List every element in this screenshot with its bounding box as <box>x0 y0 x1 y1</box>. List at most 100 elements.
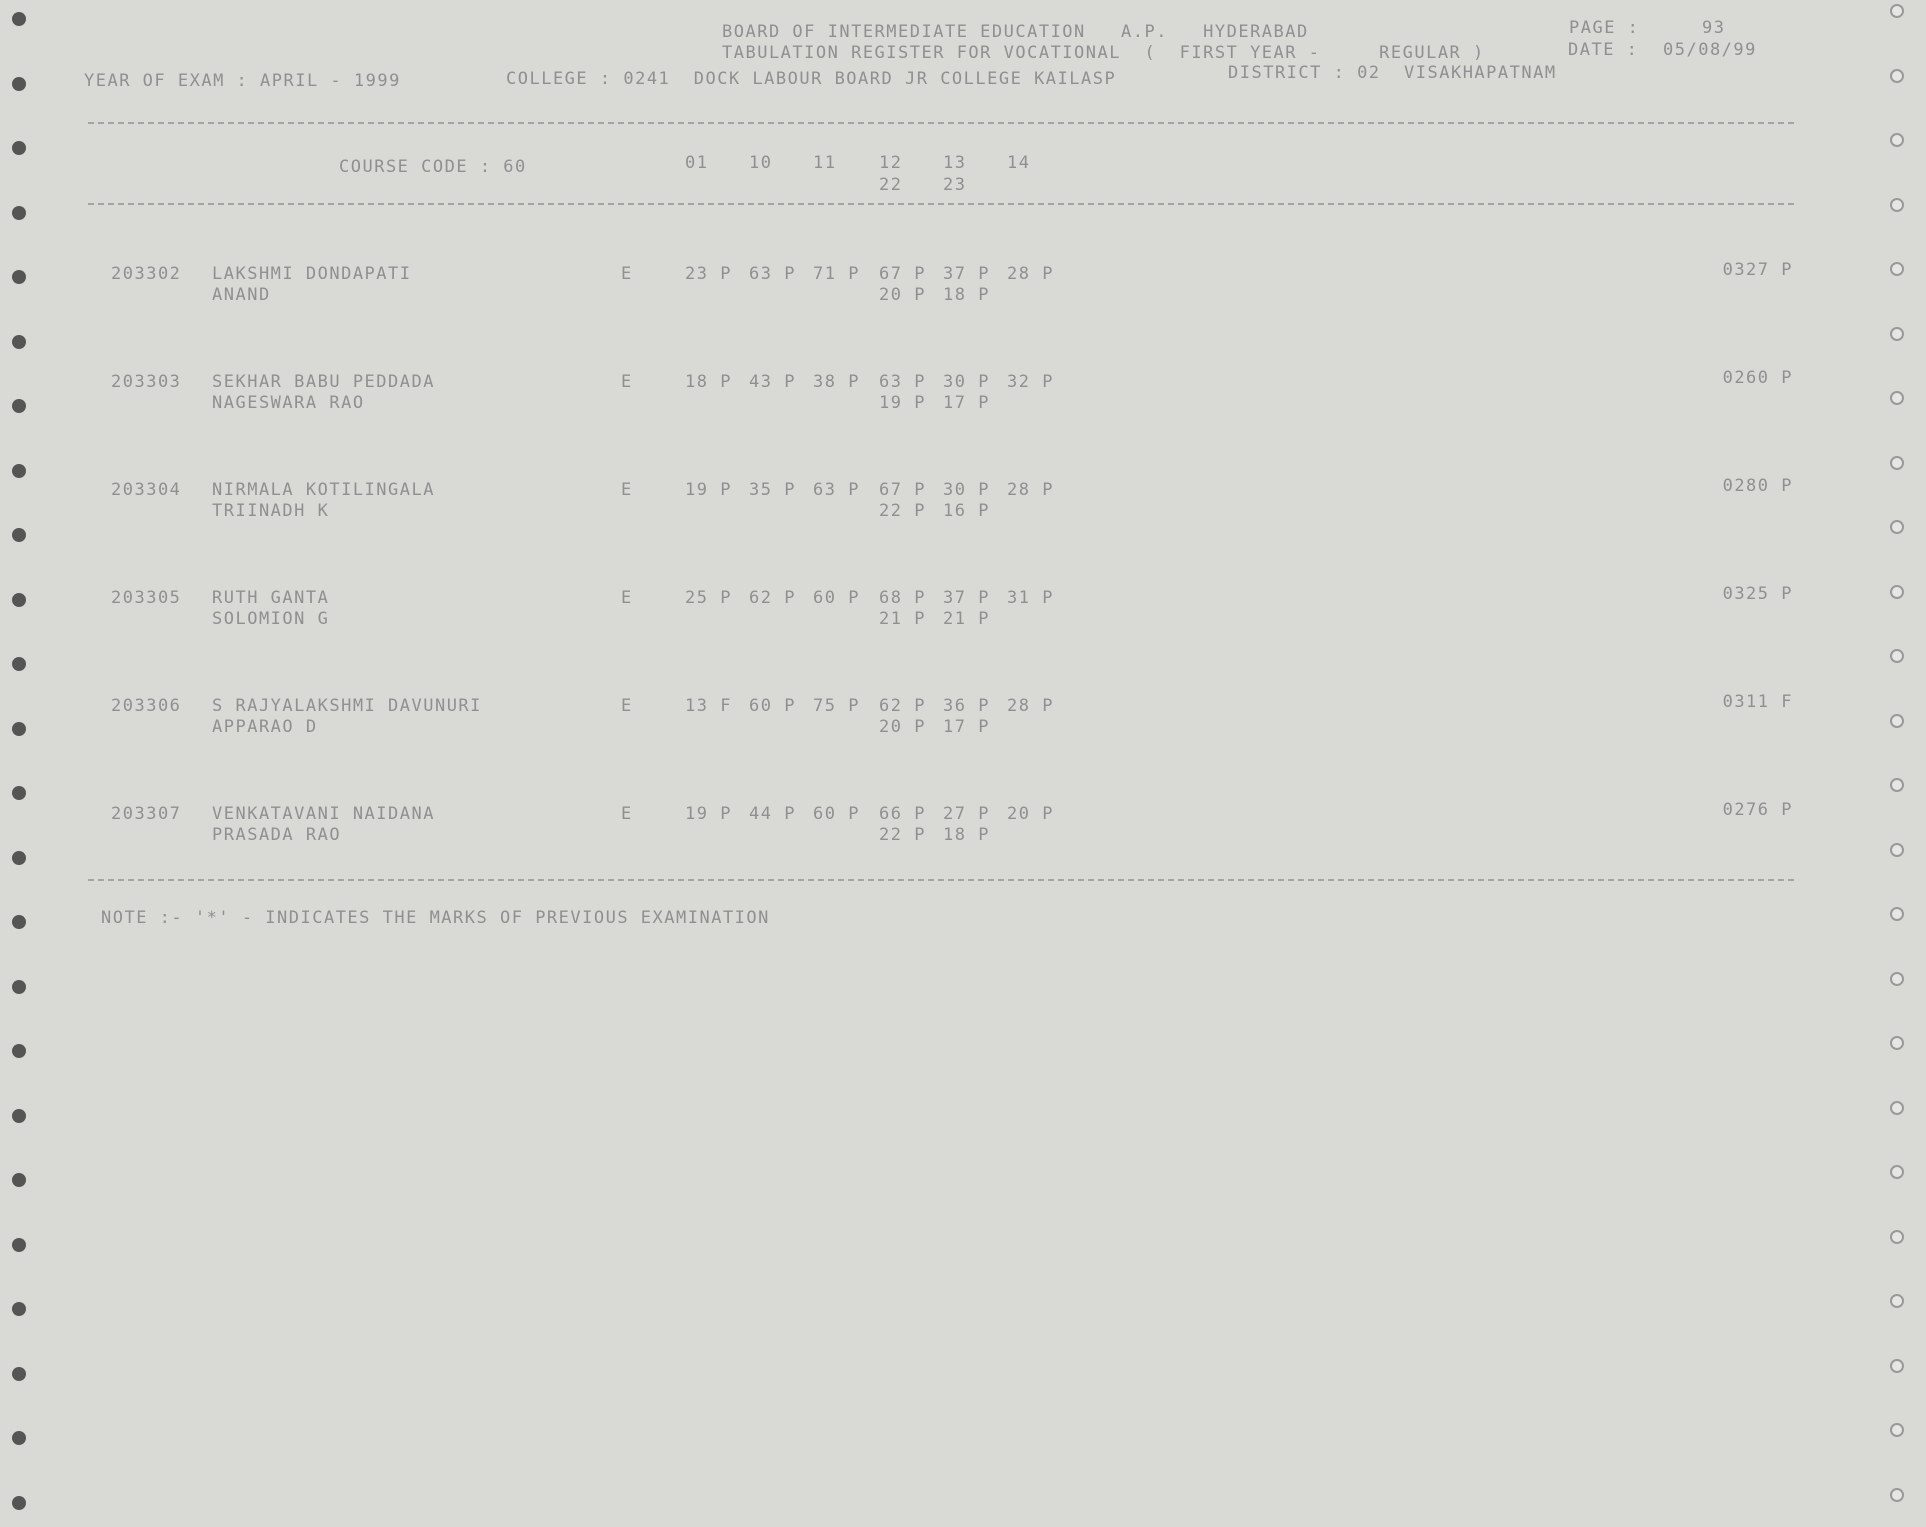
name: APPARAO D <box>212 717 318 737</box>
marks: 19 P <box>685 480 732 500</box>
sprocket-hole <box>12 1495 26 1510</box>
sprocket-hole <box>12 463 26 478</box>
name: NAGESWARA RAO <box>212 393 365 413</box>
sprocket-hole <box>12 657 26 671</box>
sprocket-hole <box>1890 649 1904 663</box>
separator <box>88 203 1794 205</box>
sprocket-hole <box>1890 1294 1904 1308</box>
sprocket-hole <box>12 721 26 736</box>
total: 0260 P <box>1722 368 1793 388</box>
sprocket-hole <box>1890 1100 1904 1115</box>
sprocket-hole <box>1890 520 1904 534</box>
marks: 16 P <box>943 501 990 521</box>
marks: 27 P <box>943 804 990 824</box>
name: VENKATAVANI NAIDANA <box>212 804 435 824</box>
name: RUTH GANTA <box>212 588 330 608</box>
marks: 28 P <box>1007 264 1054 284</box>
marks: 68 P <box>879 588 926 608</box>
marks: 18 P <box>943 285 990 305</box>
marks: 63 P <box>813 480 860 500</box>
sprocket-hole <box>1890 1487 1904 1502</box>
marks: 67 P <box>879 480 926 500</box>
subject-code: 14 <box>1007 153 1031 173</box>
marks: 43 P <box>749 372 796 392</box>
sprocket-hole <box>1890 133 1904 147</box>
name: ANAND <box>212 285 271 305</box>
marks: 22 P <box>879 501 926 521</box>
sprocket-hole <box>12 12 26 26</box>
subject-code: 11 <box>813 153 837 173</box>
date: 05/08/99 <box>1663 40 1757 60</box>
sprocket-hole <box>12 592 26 607</box>
sprocket-hole <box>1890 1229 1904 1244</box>
sprocket-hole <box>12 141 26 155</box>
college: COLLEGE : 0241 DOCK LABOUR BOARD JR COLL… <box>506 69 1117 89</box>
sprocket-hole <box>12 786 26 800</box>
sprocket-hole <box>12 528 26 542</box>
marks: 22 P <box>879 825 926 845</box>
roll-number: 203303 <box>111 372 182 392</box>
marks: 32 P <box>1007 372 1054 392</box>
sprocket-hole <box>1890 262 1904 276</box>
marks: 75 P <box>813 696 860 716</box>
marks: 62 P <box>749 588 796 608</box>
course-code: COURSE CODE : 60 <box>339 157 527 177</box>
marks: 31 P <box>1007 588 1054 608</box>
sprocket-hole <box>12 334 26 349</box>
sprocket-hole <box>12 1431 26 1445</box>
marks: 18 P <box>943 825 990 845</box>
marks: 19 P <box>685 804 732 824</box>
marks: 60 P <box>813 588 860 608</box>
marks: 30 P <box>943 480 990 500</box>
sprocket-hole <box>12 205 26 220</box>
marks: 63 P <box>879 372 926 392</box>
separator <box>88 122 1794 124</box>
roll-number: 203305 <box>111 588 182 608</box>
total: 0327 P <box>1722 260 1793 280</box>
marks: 44 P <box>749 804 796 824</box>
sprocket-hole <box>1890 1165 1904 1179</box>
marks: 60 P <box>749 696 796 716</box>
subject-code: 22 <box>879 175 903 195</box>
subject-code: 01 <box>685 153 709 173</box>
marks: 20 P <box>879 285 926 305</box>
marks: 18 P <box>685 372 732 392</box>
marks: 25 P <box>685 588 732 608</box>
subject-code: 13 <box>943 153 967 173</box>
sprocket-hole <box>1890 778 1904 792</box>
subject-code: 12 <box>879 153 903 173</box>
register-title: TABULATION REGISTER FOR VOCATIONAL ( FIR… <box>722 43 1485 63</box>
marks: 20 P <box>879 717 926 737</box>
marks: 17 P <box>943 393 990 413</box>
sprocket-hole <box>12 1044 26 1058</box>
sprocket-hole <box>12 76 26 91</box>
medium: E <box>621 480 633 500</box>
sprocket-hole <box>12 399 26 413</box>
sprocket-hole <box>1890 971 1904 986</box>
sprocket-hole <box>12 979 26 994</box>
sprocket-hole <box>1890 391 1904 405</box>
sprocket-hole <box>1890 584 1904 599</box>
marks: 38 P <box>813 372 860 392</box>
sprocket-hole <box>1890 842 1904 857</box>
board-title: BOARD OF INTERMEDIATE EDUCATION A.P. HYD… <box>722 22 1309 42</box>
sprocket-hole <box>12 1108 26 1123</box>
roll-number: 203306 <box>111 696 182 716</box>
marks: 19 P <box>879 393 926 413</box>
year-of-exam: YEAR OF EXAM : APRIL - 1999 <box>84 71 401 91</box>
marks: 37 P <box>943 264 990 284</box>
sprocket-hole <box>1890 455 1904 470</box>
page-label: PAGE : <box>1569 18 1640 38</box>
marks: 67 P <box>879 264 926 284</box>
marks: 36 P <box>943 696 990 716</box>
marks: 13 F <box>685 696 732 716</box>
sprocket-hole <box>12 1366 26 1381</box>
sprocket-hole <box>1890 68 1904 83</box>
sprocket-hole <box>12 1173 26 1187</box>
medium: E <box>621 372 633 392</box>
name: PRASADA RAO <box>212 825 342 845</box>
medium: E <box>621 264 633 284</box>
marks: 71 P <box>813 264 860 284</box>
subject-code: 23 <box>943 175 967 195</box>
